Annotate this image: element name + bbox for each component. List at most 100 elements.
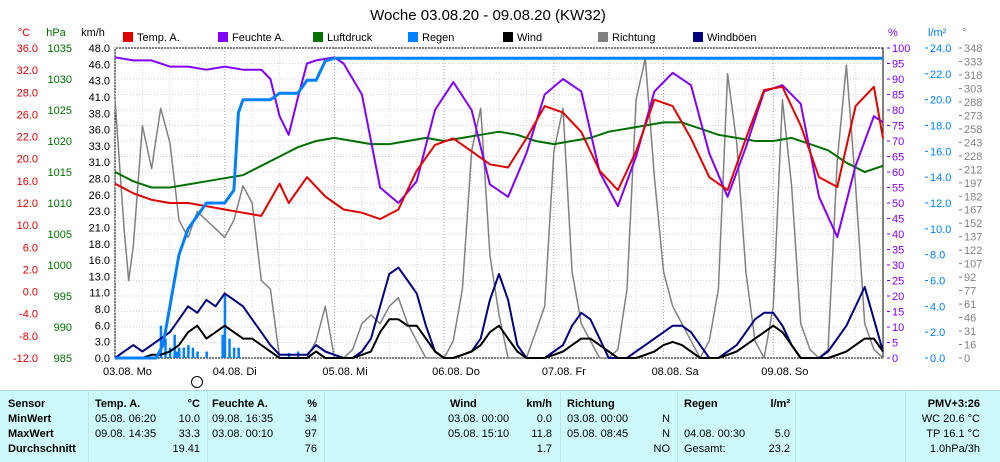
stats-dir-value: N [662, 428, 670, 440]
stats-extra: WC 20.6 °C [921, 413, 980, 425]
stats-header-wind-unit: km/h [526, 398, 552, 410]
stats-extra: TP 16.1 °C [926, 428, 980, 440]
tick-label-temp: 20.0 [17, 154, 38, 166]
x-tick-label: 04.08. Di [213, 366, 257, 378]
rain-bar [228, 338, 231, 358]
x-tick-label: 07.08. Fr [542, 366, 586, 378]
rain-bar [196, 351, 199, 358]
rain-bar [164, 338, 167, 358]
tick-label-direction: 318 [964, 70, 982, 82]
stats-hum-value: 97 [304, 428, 317, 440]
tick-label-pressure: 1025 [48, 105, 72, 117]
stats-hum-time: 03.08. 00:10 [212, 428, 274, 440]
axis-unit-rain: l/m² [928, 27, 947, 39]
x-tick-label: 05.08. Mi [322, 366, 367, 378]
tick-label-humidity: 20 [892, 291, 904, 303]
tick-label-temp: 26.0 [17, 109, 38, 121]
tick-label-pressure: 1015 [48, 167, 72, 179]
tick-label-direction: 137 [964, 232, 982, 244]
tick-label-direction: 197 [964, 178, 982, 190]
stats-header-rain: Regen [684, 398, 718, 410]
stats-hum-value: 76 [304, 443, 317, 455]
tick-label-rain: 14.0 [930, 172, 951, 184]
tick-label-direction: 212 [964, 164, 982, 176]
legend-swatch [218, 32, 228, 42]
axis-unit-direction: ° [962, 27, 966, 39]
tick-label-direction: 348 [964, 43, 982, 55]
tick-label-humidity: 15 [892, 307, 904, 319]
tick-label-temp: 28.0 [17, 87, 38, 99]
tick-label-wind: 33.0 [89, 141, 110, 153]
tick-label-temp: -8.0 [19, 331, 38, 343]
axis-unit-humidity: % [888, 27, 898, 39]
x-tick-label: 09.08. So [761, 366, 808, 378]
tick-label-temp: 10.0 [17, 220, 38, 232]
tick-label-direction: 152 [964, 218, 982, 230]
axis-unit-temp: °C [18, 27, 30, 39]
x-tick-label: 08.08. Sa [652, 366, 700, 378]
legend-swatch [313, 32, 323, 42]
tick-label-pressure: 1030 [48, 74, 72, 86]
series-line-luftdruck [114, 121, 884, 189]
tick-label-temp: 22.0 [17, 132, 38, 144]
tick-label-rain: 24.0 [930, 43, 951, 55]
tick-label-humidity: 40 [892, 229, 904, 241]
legend-swatch [503, 32, 513, 42]
tick-label-rain: 10.0 [930, 224, 951, 236]
tick-label-wind: 8.0 [95, 304, 110, 316]
axis-unit-pressure: hPa [46, 27, 66, 39]
tick-label-wind: 23.0 [89, 206, 110, 218]
tick-label-pressure: 1035 [48, 43, 72, 55]
tick-label-humidity: 45 [892, 214, 904, 226]
tick-label-rain: 0.0 [930, 353, 945, 365]
tick-label-direction: 92 [964, 272, 976, 284]
rain-bar [175, 351, 179, 358]
tick-label-direction: 107 [964, 259, 982, 271]
tick-label-rain: 12.0 [930, 198, 951, 210]
stats-temp-value: 10.0 [178, 413, 200, 425]
tick-label-wind: 31.0 [89, 157, 110, 169]
tick-label-temp: 32.0 [17, 65, 38, 77]
tick-label-direction: 182 [964, 191, 982, 203]
tick-label-wind: 16.0 [89, 255, 110, 267]
time-marker-icon[interactable] [191, 376, 203, 388]
tick-label-temp: 16.0 [17, 176, 38, 188]
stats-dir-time: 05.08. 08:45 [567, 428, 629, 440]
tick-label-humidity: 35 [892, 245, 904, 257]
tick-label-wind: 38.0 [89, 108, 110, 120]
tick-label-pressure: 985 [54, 353, 72, 365]
tick-label-humidity: 60 [892, 167, 904, 179]
stats-temp-value: 33.3 [178, 428, 200, 440]
tick-label-wind: 36.0 [89, 125, 110, 137]
stats-panel: Sensor Temp. A. °C Feuchte A. % Wind km/… [0, 390, 1000, 462]
stats-row-label: MinWert [8, 413, 52, 425]
tick-label-wind: 28.0 [89, 174, 110, 186]
stats-header-rain-unit: l/m² [770, 398, 790, 410]
stats-wind-value: 0.0 [536, 413, 552, 425]
stats-dir-time: 03.08. 00:00 [567, 413, 629, 425]
rain-bar [237, 347, 240, 358]
series-line-windb-en [114, 266, 884, 359]
stats-row-label: Durchschnitt [8, 443, 76, 455]
tick-label-temp: 0.0 [23, 287, 38, 299]
stats-hum-time: 09.08. 16:35 [212, 413, 274, 425]
tick-label-wind: 13.0 [89, 271, 110, 283]
tick-label-pressure: 1020 [48, 136, 72, 148]
x-tick-label: 03.08. Mo [103, 366, 152, 378]
rain-bar [187, 345, 190, 358]
stats-header-pmv: PMV+3:26 [927, 398, 980, 410]
tick-label-rain: 8.0 [930, 250, 945, 262]
tick-label-wind: 0.0 [95, 353, 110, 365]
tick-label-humidity: 30 [892, 260, 904, 272]
stats-dir-value: NO [653, 443, 671, 455]
tick-label-humidity: 10 [892, 322, 904, 334]
tick-label-rain: 20.0 [930, 95, 951, 107]
tick-label-temp: -12.0 [13, 353, 38, 365]
tick-label-pressure: 990 [54, 322, 72, 334]
tick-label-direction: 228 [964, 151, 982, 163]
tick-label-direction: 288 [964, 97, 982, 109]
rain-bar [168, 347, 172, 358]
tick-label-humidity: 55 [892, 183, 904, 195]
stats-row-label: MaxWert [8, 428, 54, 440]
legend-swatch [123, 32, 133, 42]
